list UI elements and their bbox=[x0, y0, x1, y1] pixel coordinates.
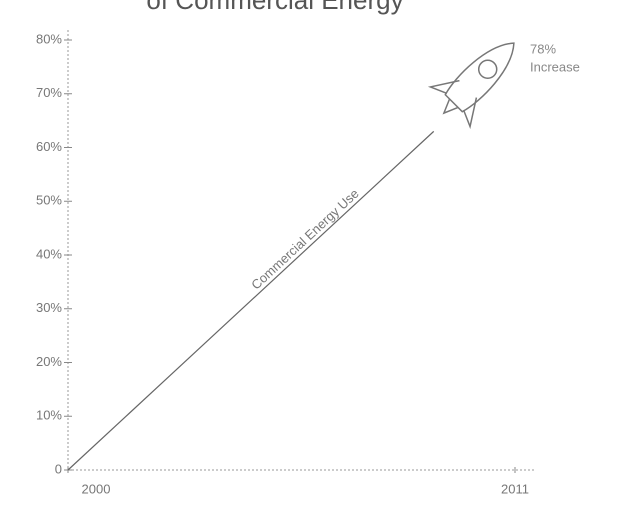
annotation: 78% bbox=[530, 41, 556, 56]
annotation: Increase bbox=[530, 59, 580, 74]
chart-title: of Commercial Energy bbox=[146, 0, 403, 15]
line-label: Commercial Energy Use bbox=[248, 186, 362, 293]
y-tick-label: 60% bbox=[36, 139, 62, 154]
y-tick-label: 50% bbox=[36, 193, 62, 208]
y-tick-label: 0 bbox=[55, 461, 62, 476]
y-tick-label: 40% bbox=[36, 246, 62, 261]
y-tick-label: 20% bbox=[36, 354, 62, 369]
line bbox=[67, 130, 435, 471]
y-tick-label: 30% bbox=[36, 300, 62, 315]
x-tick-label: 2011 bbox=[501, 481, 529, 496]
rocket bbox=[427, 42, 515, 130]
y-tick-label: 80% bbox=[36, 31, 62, 46]
y-tick-label: 10% bbox=[36, 408, 62, 423]
y-tick-label: 70% bbox=[36, 85, 62, 100]
x-tick-label: 2000 bbox=[82, 481, 111, 496]
